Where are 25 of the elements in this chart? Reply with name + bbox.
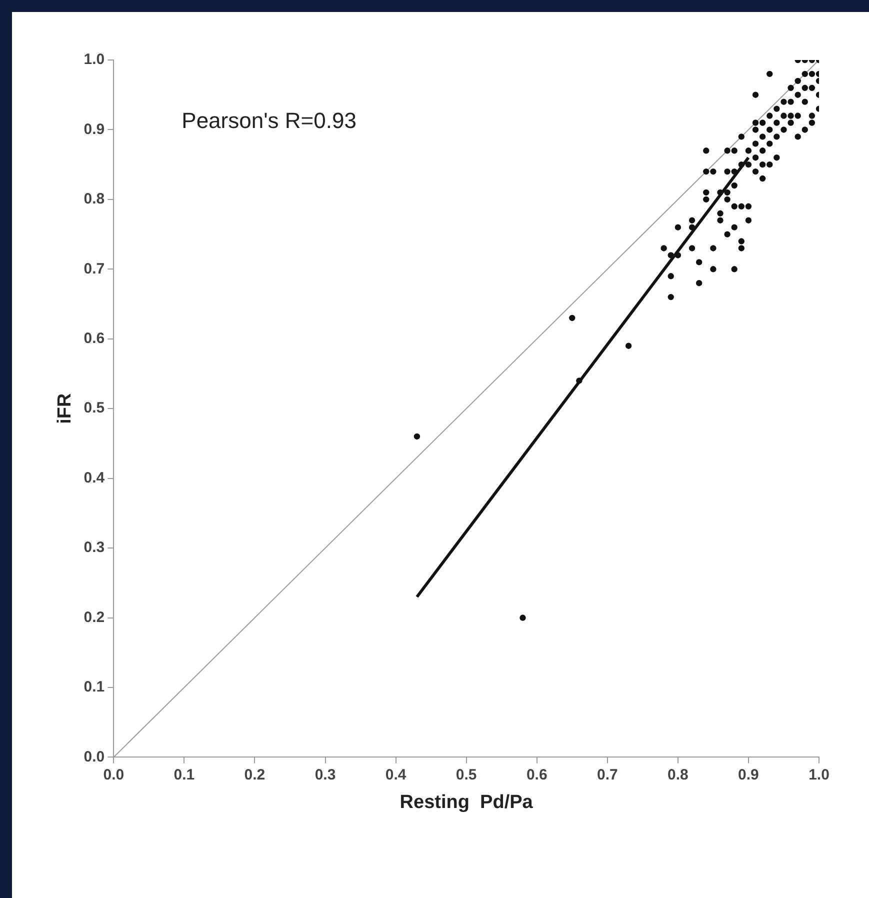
x-tick-label: 0.0 xyxy=(103,766,124,784)
x-tick-label: 0.3 xyxy=(314,766,336,784)
y-tick-label: 0.6 xyxy=(84,330,105,348)
y-tick-label: 0.2 xyxy=(84,608,105,626)
annotation: Pearson's R=0.93 xyxy=(182,108,356,134)
y-tick-label: 0.1 xyxy=(84,678,105,696)
x-tick-label: 1.0 xyxy=(808,766,830,784)
x-axis-title: Resting Pd/Pa xyxy=(400,792,534,813)
x-tick-label: 0.1 xyxy=(174,766,195,784)
y-tick-label: 0.4 xyxy=(84,469,106,486)
y-tick-label: 0.5 xyxy=(84,400,105,417)
x-tick-label: 0.7 xyxy=(596,766,618,784)
x-tick-label: 0.8 xyxy=(668,766,688,784)
y-tick-label: 0.7 xyxy=(84,260,105,278)
y-tick-label: 0.8 xyxy=(84,190,105,208)
x-tick-label: 0.2 xyxy=(244,766,266,784)
x-tick-label: 0.4 xyxy=(385,766,407,784)
y-tick-label: 0.0 xyxy=(84,748,105,766)
x-tick-label: 0.9 xyxy=(738,766,759,784)
y-tick-label: 0.9 xyxy=(84,120,105,138)
y-axis-title: iFR xyxy=(54,393,76,424)
y-tick-label: 1.0 xyxy=(84,51,105,68)
y-tick-label: 0.3 xyxy=(84,539,105,556)
x-tick-label: 0.5 xyxy=(456,766,477,784)
x-tick-label: 0.6 xyxy=(526,766,548,784)
